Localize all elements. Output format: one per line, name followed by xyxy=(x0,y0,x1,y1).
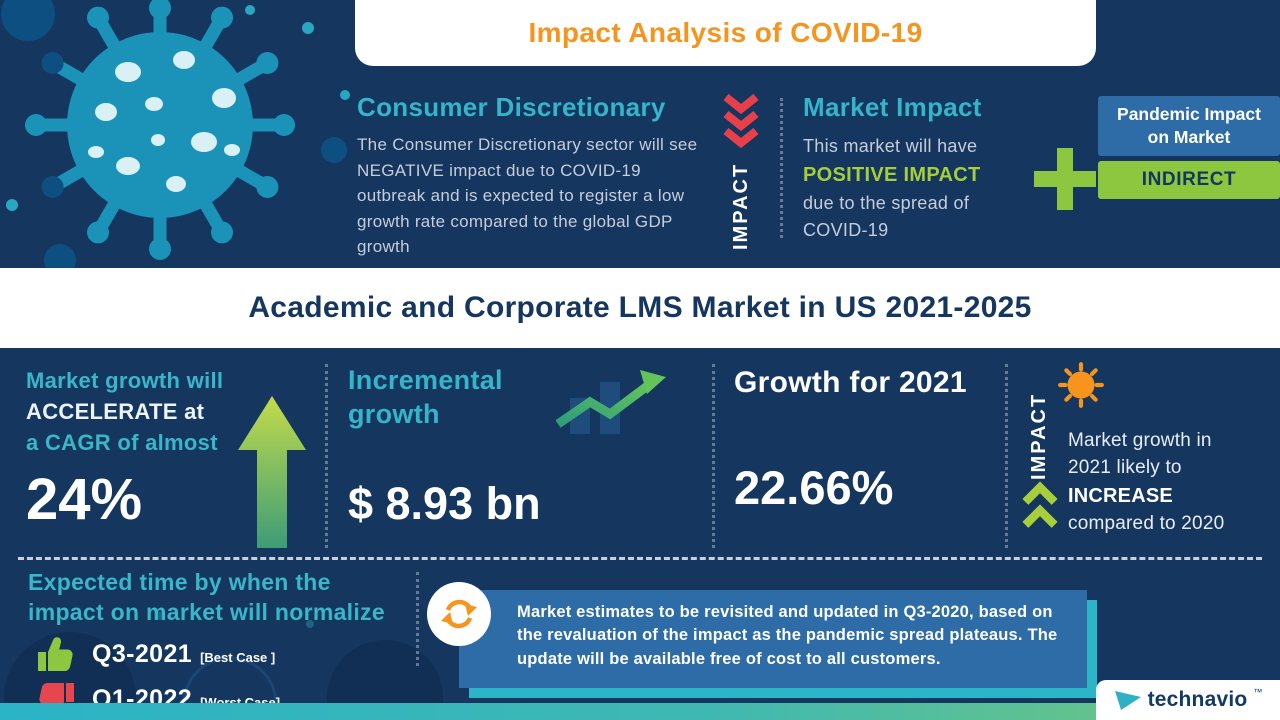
technavio-logo: technavio ™ xyxy=(1096,680,1280,720)
market-impact-body: This market will have POSITIVE IMPACT du… xyxy=(803,133,1053,244)
report-title-band: Academic and Corporate LMS Market in US … xyxy=(0,268,1280,348)
impact-2021-line1: Market growth in xyxy=(1068,430,1212,451)
cagr-value: 24% xyxy=(26,467,143,533)
double-chevron-up-icon xyxy=(1022,481,1058,528)
incremental-growth-column: Incremental growth $ 8.93 bn xyxy=(348,364,541,530)
best-case-value: Q3-2021 xyxy=(92,640,193,669)
pandemic-impact-badge: Pandemic Impact on Market INDIRECT xyxy=(1098,96,1280,199)
best-case-row: Q3-2021 [Best Case ] xyxy=(36,636,385,673)
plus-icon xyxy=(1034,148,1096,210)
cagr-line2: ACCELERATE at xyxy=(26,398,205,424)
logo-trademark: ™ xyxy=(1253,687,1263,697)
incremental-value: $ 8.93 bn xyxy=(348,477,541,529)
growth-2021-heading: Growth for 2021 xyxy=(734,366,967,399)
cagr-line1: Market growth will xyxy=(26,368,224,393)
growth-2021-value: 22.66% xyxy=(734,461,894,514)
consumer-body: The Consumer Discretionary sector will s… xyxy=(357,135,698,256)
market-impact-section: Market Impact This market will have POSI… xyxy=(803,92,1053,244)
logo-text: technavio xyxy=(1147,688,1248,711)
best-case-label: [Best Case ] xyxy=(200,650,276,666)
normalize-section: Expected time by when the impact on mark… xyxy=(28,567,385,718)
column-divider xyxy=(712,364,715,548)
market-impact-line3: COVID-19 xyxy=(803,220,889,240)
footer-strip xyxy=(0,703,1280,720)
impact-2021-line2: 2021 likely to xyxy=(1068,456,1182,478)
refresh-icon xyxy=(441,599,477,629)
impact-2021-line4: compared to 2020 xyxy=(1068,512,1225,534)
impact-2021-text: Market growth in 2021 likely to INCREASE… xyxy=(1068,428,1224,538)
logo-triangle-icon xyxy=(1114,691,1141,710)
market-impact-line1: This market will have xyxy=(803,136,978,156)
refresh-badge xyxy=(427,582,491,646)
top-dotted-divider xyxy=(780,98,783,238)
growth-chart-icon xyxy=(556,370,666,434)
chevrons-down-icon xyxy=(723,94,759,148)
bottom-dotted-divider xyxy=(416,572,419,666)
growth-2021-column: Growth for 2021 22.66% xyxy=(734,366,967,515)
market-impact-line2: due to the spread of xyxy=(803,193,970,213)
consumer-heading: Consumer Discretionary xyxy=(357,92,666,122)
column-divider xyxy=(1005,364,1008,548)
cagr-column: Market growth will ACCELERATE at a CAGR … xyxy=(26,366,223,533)
banner: Impact Analysis of COVID-19 xyxy=(355,0,1096,66)
impact-vertical-label: IMPACT xyxy=(729,162,752,250)
report-title: Academic and Corporate LMS Market in US … xyxy=(248,291,1032,324)
stats-section: Market growth will ACCELERATE at a CAGR … xyxy=(0,348,1280,560)
market-impact-heading: Market Impact xyxy=(803,92,982,122)
coronavirus-illustration xyxy=(1,0,350,268)
badge-title: Pandemic Impact on Market xyxy=(1098,96,1280,156)
badge-value: INDIRECT xyxy=(1098,160,1280,199)
column-divider xyxy=(325,364,328,548)
dashed-separator xyxy=(18,557,1262,560)
virus-sun-icon xyxy=(1058,362,1104,408)
normalize-heading: Expected time by when the impact on mark… xyxy=(28,569,385,626)
increase-text: INCREASE xyxy=(1068,484,1173,507)
impact-vertical-label-2: IMPACT xyxy=(1028,392,1050,480)
background-virus-decoration xyxy=(4,612,443,706)
thumbs-up-icon xyxy=(38,636,73,671)
incremental-heading: Incremental growth xyxy=(348,365,503,429)
up-arrow-icon xyxy=(238,396,306,548)
cagr-line3: a CAGR of almost xyxy=(26,429,218,455)
impact-indicator: IMPACT xyxy=(718,94,764,250)
positive-impact-text: POSITIVE IMPACT xyxy=(803,164,981,186)
consumer-discretionary-section: Consumer Discretionary The Consumer Disc… xyxy=(357,92,709,260)
update-note: Market estimates to be revisited and upd… xyxy=(459,590,1087,688)
banner-title: Impact Analysis of COVID-19 xyxy=(528,17,923,48)
